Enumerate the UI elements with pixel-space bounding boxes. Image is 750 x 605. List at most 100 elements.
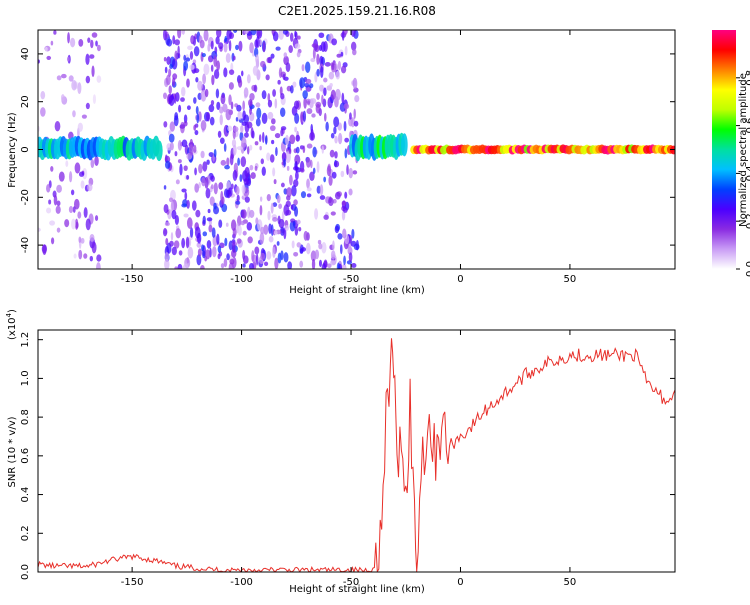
- heatmap-speckle-cell: [89, 54, 95, 59]
- heatmap-speckle-cell: [170, 201, 174, 213]
- heatmap-speckle-cell: [169, 142, 174, 151]
- heatmap-speckle-cell: [268, 223, 272, 234]
- heatmap-speckle-cell: [292, 81, 297, 88]
- heatmap-speckle-cell: [186, 199, 190, 209]
- heatmap-speckle-cell: [165, 237, 169, 246]
- heatmap-speckle-cell: [73, 253, 77, 259]
- heatmap-speckle-cell: [272, 202, 278, 208]
- colorbar-tick-label: 0.0: [745, 261, 750, 277]
- heatmap-speckle-cell: [189, 64, 195, 70]
- heatmap-speckle-cell: [249, 42, 254, 54]
- heatmap-speckle-cell: [216, 60, 220, 71]
- heatmap-speckle-cell: [241, 136, 247, 148]
- heatmap-speckle-cell: [224, 35, 228, 43]
- spectrogram-y-label: Frequency (Hz): [7, 112, 18, 188]
- heatmap-speckle-cell: [253, 84, 258, 93]
- heatmap-speckle-cell: [294, 43, 301, 49]
- heatmap-speckle-cell: [264, 135, 268, 145]
- heatmap-speckle-cell: [189, 227, 194, 238]
- heatmap-speckle-cell: [351, 228, 355, 239]
- heatmap-speckle-cell: [78, 236, 82, 243]
- heatmap-speckle-cell: [199, 39, 205, 49]
- heatmap-speckle-cell: [344, 137, 350, 143]
- heatmap-speckle-cell: [278, 203, 283, 209]
- heatmap-speckle-cell: [332, 240, 335, 251]
- heatmap-speckle-cell: [218, 182, 224, 190]
- heatmap-speckle-cell: [335, 70, 341, 80]
- heatmap-speckle-cell: [309, 83, 314, 89]
- heatmap-speckle-cell: [255, 54, 259, 64]
- snr-x-tick-label: -50: [343, 577, 359, 588]
- heatmap-speckle-cell: [267, 210, 271, 221]
- heatmap-speckle-cell: [306, 187, 312, 192]
- heatmap-speckle-cell: [285, 134, 289, 146]
- heatmap-speckle-cell: [261, 90, 267, 100]
- spectrogram-x-tick-label: 50: [564, 274, 577, 285]
- heatmap-speckle-cell: [190, 35, 194, 43]
- heatmap-speckle-cell: [328, 175, 333, 186]
- heatmap-speckle-cell: [206, 239, 212, 249]
- heatmap-speckle-cell: [244, 132, 249, 138]
- heatmap-speckle-cell: [323, 87, 327, 97]
- heatmap-speckle-cell: [195, 106, 199, 115]
- heatmap-speckle-cell: [266, 152, 271, 161]
- heatmap-speckle-cell: [171, 246, 177, 256]
- heatmap-speckle-cell: [257, 31, 261, 37]
- heatmap-speckle-cell: [274, 257, 279, 269]
- heatmap-speckle-cell: [340, 170, 345, 178]
- heatmap-speckle-cell: [249, 107, 252, 115]
- heatmap-speckle-cell: [92, 94, 97, 105]
- heatmap-speckle-cell: [299, 77, 305, 89]
- heatmap-speckle-cell: [228, 94, 232, 106]
- heatmap-speckle-cell: [282, 73, 286, 81]
- heatmap-speckle-cell: [344, 191, 348, 199]
- heatmap-speckle-cell: [246, 222, 253, 231]
- heatmap-speckle-cell: [278, 218, 285, 229]
- heatmap-speckle-cell: [237, 78, 243, 88]
- spectrogram-y-ticks: -40 -20 0 20 40: [20, 48, 675, 253]
- heatmap-speckle-cell: [300, 191, 307, 199]
- heatmap-speckle-cell: [283, 52, 288, 58]
- heatmap-speckle-cell: [74, 162, 81, 174]
- heatmap-speckle-cell: [230, 219, 237, 231]
- heatmap-speckle-cell: [350, 41, 357, 51]
- heatmap-speckle-cell: [338, 132, 343, 145]
- heatmap-speckle-cell: [283, 204, 290, 216]
- heatmap-speckle-cell: [242, 100, 246, 111]
- heatmap-speckle-cell: [200, 150, 205, 159]
- heatmap-speckle-cell: [310, 98, 317, 104]
- heatmap-speckle-cell: [236, 238, 242, 244]
- heatmap-speckle-cell: [178, 104, 182, 113]
- heatmap-speckle-cell: [206, 217, 213, 222]
- heatmap-speckle-cell: [210, 40, 214, 50]
- heatmap-speckle-cell: [309, 171, 315, 182]
- spectrogram-frame: [37, 29, 676, 270]
- heatmap-speckle-cell: [318, 243, 323, 250]
- heatmap-speckle-cell: [293, 100, 300, 110]
- heatmap-speckle-cell: [267, 56, 273, 64]
- spectrogram-x-tick-label: 0: [457, 274, 463, 285]
- heatmap-speckle-cell: [241, 70, 244, 77]
- snr-x-tick-label: -150: [121, 577, 144, 588]
- heatmap-speckle-cell: [206, 111, 211, 122]
- heatmap-speckle-cell: [288, 147, 292, 155]
- heatmap-speckle-cell: [304, 82, 310, 88]
- heatmap-speckle-cell: [54, 120, 61, 132]
- heatmap-speckle-cell: [210, 184, 214, 190]
- heatmap-speckle-cell: [335, 88, 341, 101]
- heatmap-speckle-cell: [272, 217, 278, 222]
- heatmap-speckle-cell: [316, 185, 321, 194]
- heatmap-speckle-cell: [273, 179, 277, 185]
- heatmap-speckle-cell: [219, 137, 225, 144]
- heatmap-speckle-cell: [65, 160, 69, 167]
- heatmap-speckle-cell: [202, 161, 208, 172]
- heatmap-speckle-cell: [202, 73, 207, 85]
- heatmap-speckle-cell: [68, 205, 74, 214]
- heatmap-speckle-cell: [61, 94, 65, 102]
- heatmap-speckle-cell: [169, 240, 174, 247]
- heatmap-speckle-cell: [53, 30, 57, 35]
- heatmap-speckle-cell: [232, 169, 238, 181]
- heatmap-speckle-cell: [310, 128, 314, 141]
- colorbar: 0.0 0.2 0.4 0.6 0.8 Normalized spectral ampl…: [712, 30, 750, 277]
- heatmap-speckle-cell: [240, 220, 245, 226]
